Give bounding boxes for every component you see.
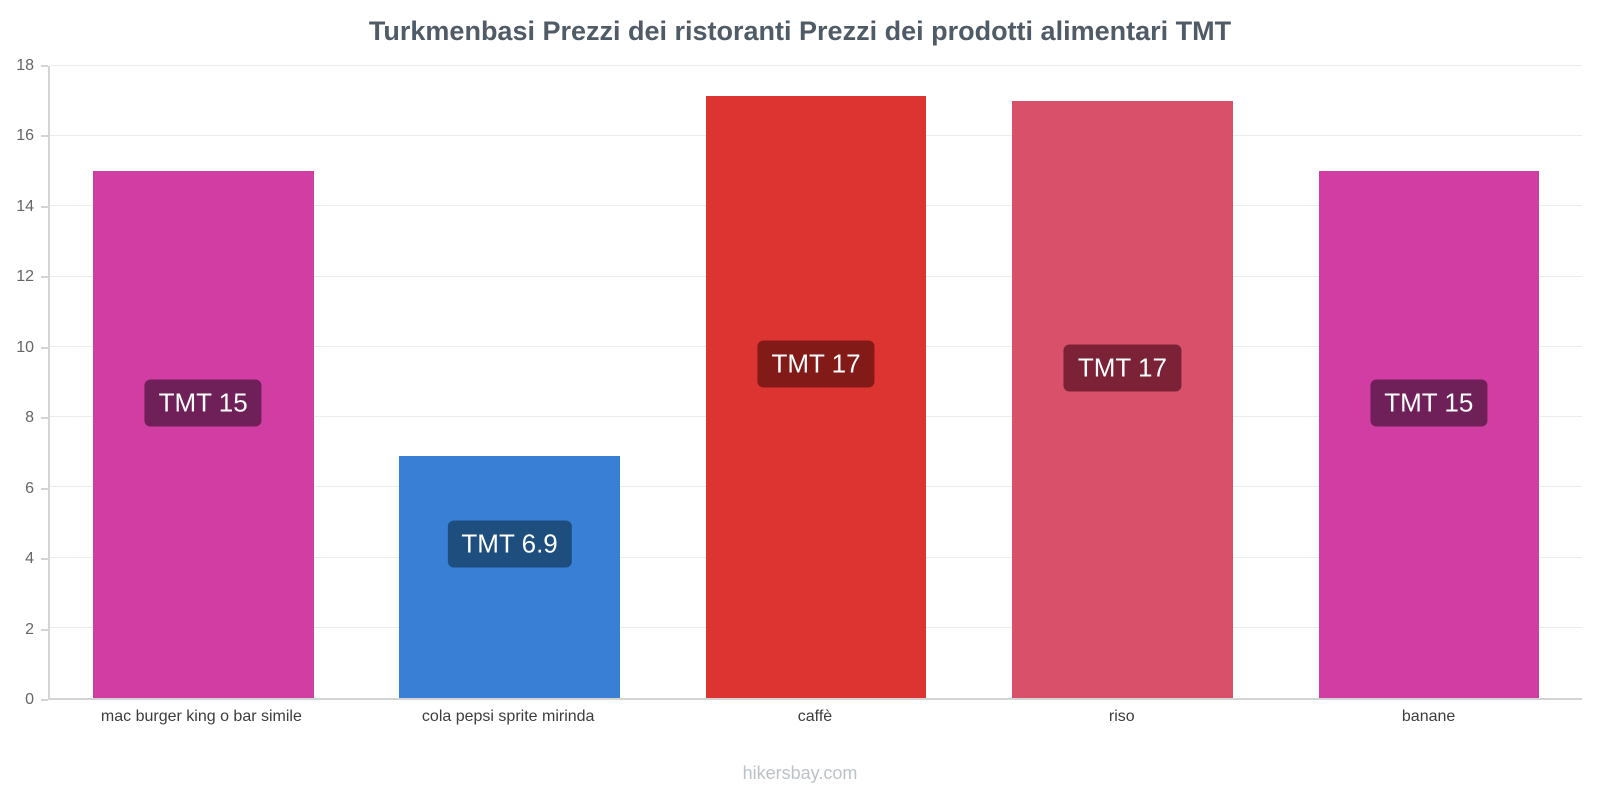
y-tick-mark (41, 558, 48, 561)
y-axis: 0 2 4 6 8 10 12 14 16 18 (0, 57, 48, 708)
bar-value-label: TMT 15 (144, 379, 262, 427)
bar-slot: TMT 6.9 (356, 66, 662, 698)
bar-value-label: TMT 17 (1063, 344, 1181, 392)
x-axis-labels: mac burger king o bar simile cola pepsi s… (48, 708, 1582, 738)
y-tick-mark (41, 276, 48, 279)
chart-title: Turkmenbasi Prezzi dei ristoranti Prezzi… (368, 16, 1232, 46)
bar-cola-pepsi-sprite-mirinda[interactable]: TMT 6.9 (399, 455, 620, 698)
bar-value-label: TMT 15 (1370, 379, 1488, 427)
y-tick-label: 8 (25, 409, 34, 427)
gridline (50, 65, 1582, 66)
y-tick-mark (41, 487, 48, 490)
y-tick-label: 16 (16, 127, 34, 145)
y-tick-mark (41, 65, 48, 67)
y-tick-label: 10 (16, 338, 34, 356)
x-axis-label: mac burger king o bar simile (100, 708, 302, 725)
bar-caff[interactable]: TMT 17 (705, 95, 927, 698)
y-tick-mark (41, 135, 48, 138)
y-tick-label: 6 (25, 479, 34, 497)
bar-slot: TMT 15 (50, 66, 356, 698)
watermark: hikersbay.com (742, 763, 858, 783)
bar-slot: TMT 15 (1276, 66, 1582, 698)
y-tick-mark (41, 346, 48, 349)
bars-container: TMT 15 TMT 6.9 TMT 17 TMT 17 TMT 15 (50, 66, 1582, 698)
y-tick-mark (41, 699, 48, 701)
x-axis-label: riso (1108, 708, 1135, 725)
y-tick-label: 0 (25, 691, 34, 708)
x-axis-label: banane (1401, 708, 1456, 725)
plot-area: TMT 15 TMT 6.9 TMT 17 TMT 17 TMT 15 (48, 65, 1582, 700)
bar-slot: TMT 17 (663, 66, 969, 698)
y-tick-mark (41, 205, 48, 208)
y-tick-label: 2 (25, 620, 34, 638)
bar-value-label: TMT 6.9 (447, 520, 572, 568)
y-tick-mark (41, 628, 48, 631)
y-tick-label: 4 (25, 550, 34, 568)
bar-slot: TMT 17 (969, 66, 1275, 698)
x-axis-label: cola pepsi sprite mirinda (421, 708, 595, 725)
bar-mac-burger-king-o-bar-simile[interactable]: TMT 15 (92, 171, 314, 698)
bar-value-label: TMT 17 (757, 340, 875, 388)
bar-banane[interactable]: TMT 15 (1318, 171, 1540, 698)
y-tick-label: 14 (16, 197, 34, 215)
y-tick-mark (41, 417, 48, 420)
y-tick-label: 12 (16, 268, 34, 286)
bar-riso[interactable]: TMT 17 (1012, 101, 1233, 698)
x-axis-label: caffè (797, 708, 833, 725)
y-tick-label: 18 (16, 57, 34, 74)
